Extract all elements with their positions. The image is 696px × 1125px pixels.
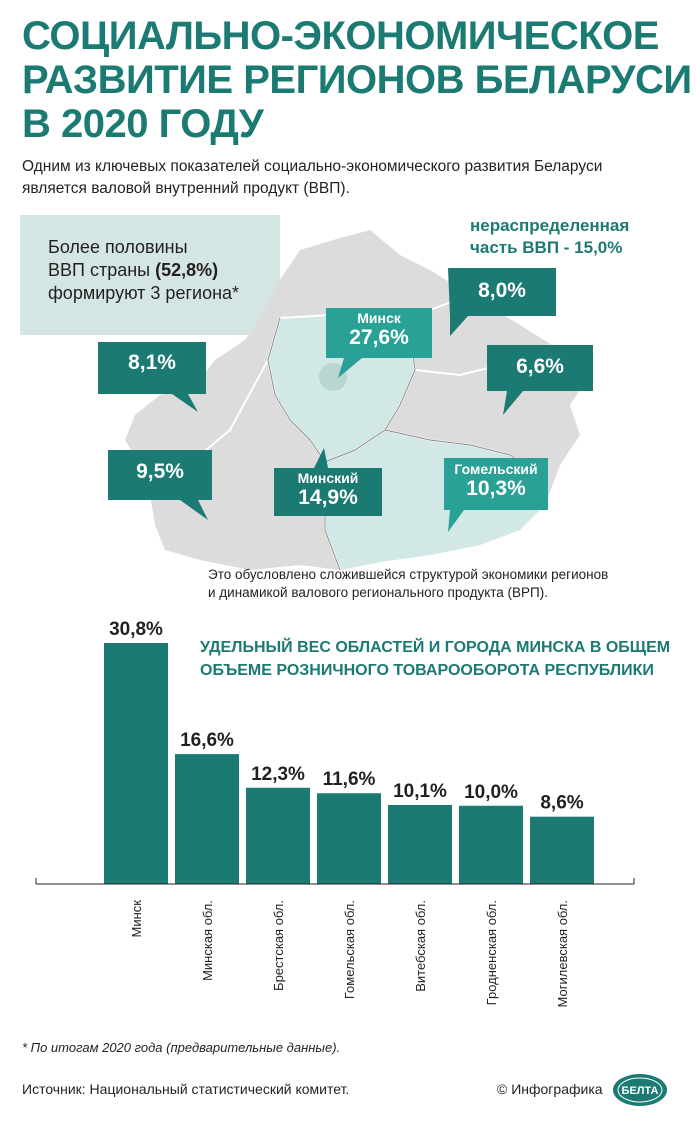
callout-grodno: 8,1% xyxy=(98,351,206,375)
bar-value-label: 10,1% xyxy=(393,781,447,802)
map-border-line xyxy=(324,329,416,463)
intro-text: Одним из ключевых показателей социально-… xyxy=(22,156,682,200)
title-line-3: В 2020 ГОДУ xyxy=(22,102,264,146)
bar-1 xyxy=(104,643,168,884)
callout-minsk-region-bubble xyxy=(274,448,382,516)
callout-minsk-region-value: 14,9% xyxy=(298,486,358,509)
callout-vitebsk-value: 8,0% xyxy=(478,279,526,302)
callout-vitebsk: 8,0% xyxy=(448,279,556,303)
callout-mogilev-bubble xyxy=(487,345,593,415)
callout-gomel-bubble xyxy=(444,458,548,532)
chart-title: УДЕЛЬНЫЙ ВЕС ОБЛАСТЕЙ И ГОРОДА МИНСКА В … xyxy=(200,636,680,682)
info-line-2: ВВП страны (52,8%) xyxy=(48,259,239,282)
callout-brest-value: 9,5% xyxy=(136,460,184,483)
callout-brest-bubble xyxy=(108,450,212,520)
category-label: Минск xyxy=(129,900,144,938)
category-label: Гомельская обл. xyxy=(342,900,357,999)
map-border-line xyxy=(267,317,326,463)
bar-6 xyxy=(459,805,523,884)
note-line-2: и динамикой валового регионального проду… xyxy=(208,585,549,600)
footnote: * По итогам 2020 года (предварительные д… xyxy=(22,1040,341,1055)
callout-grodno-value: 8,1% xyxy=(128,351,176,374)
minsk-city-marker xyxy=(319,363,347,391)
bar-5 xyxy=(388,804,452,884)
info-line-2-pre: ВВП страны xyxy=(48,260,156,280)
bar-value-label: 10,0% xyxy=(464,782,518,803)
callout-mogilev: 6,6% xyxy=(487,355,593,379)
category-label: Гродненская обл. xyxy=(484,900,499,1005)
title-line-1: СОЦИАЛЬНО-ЭКОНОМИЧЕСКОЕ xyxy=(22,14,659,58)
info-box xyxy=(20,215,280,335)
info-line-3: формируют 3 региона* xyxy=(48,283,240,303)
info-box-text: Более половины ВВП страны (52,8%) формир… xyxy=(48,236,239,305)
category-label: Витебская обл. xyxy=(413,900,428,992)
chart-title-line-2: ОБЪЕМЕ РОЗНИЧНОГО ТОВАРООБОРОТА РЕСПУБЛИ… xyxy=(200,662,654,679)
category-label: Могилевская обл. xyxy=(555,900,570,1007)
credit-text: © Инфографика xyxy=(497,1081,603,1097)
callout-gomel-value: 10,3% xyxy=(466,477,526,500)
bar-value-label: 16,6% xyxy=(180,730,234,751)
bar-value-label: 12,3% xyxy=(251,764,305,785)
bar-2 xyxy=(175,754,239,884)
callout-minsk-city-bubble xyxy=(326,308,432,378)
title-line-2: РАЗВИТИЕ РЕГИОНОВ БЕЛАРУСИ xyxy=(22,58,692,102)
undistributed-line-2: часть ВВП - 15,0% xyxy=(470,238,623,257)
callout-minsk-city-value: 27,6% xyxy=(349,326,409,349)
callout-minsk-region-label: Минский xyxy=(297,470,359,486)
category-label: Минская обл. xyxy=(200,900,215,981)
belarus-map xyxy=(98,230,593,571)
callout-brest: 9,5% xyxy=(108,460,212,484)
belta-logo: БЕЛТА xyxy=(613,1074,667,1106)
callout-grodno-bubble xyxy=(98,342,206,412)
bar-value-label: 8,6% xyxy=(540,793,583,814)
callout-mogilev-value: 6,6% xyxy=(516,355,564,378)
category-label: Брестская обл. xyxy=(271,900,286,991)
page-title: СОЦИАЛЬНО-ЭКОНОМИЧЕСКОЕ РАЗВИТИЕ РЕГИОНО… xyxy=(22,14,692,146)
callout-minsk-region: Минский 14,9% xyxy=(274,470,382,510)
bar-7 xyxy=(530,816,594,884)
callout-minsk-city: Минск 27,6% xyxy=(326,310,432,350)
callout-gomel-label: Гомельский xyxy=(454,461,538,477)
info-percent: (52,8%) xyxy=(155,260,219,280)
logo-text: БЕЛТА xyxy=(622,1085,659,1097)
bar-3 xyxy=(246,787,310,884)
map-note: Это обусловлено сложившейся структурой э… xyxy=(208,566,688,602)
bar-value-label: 11,6% xyxy=(323,769,376,790)
info-line-1: Более половины xyxy=(48,237,188,257)
bar-4 xyxy=(317,793,381,884)
intro-line-1: Одним из ключевых показателей социально-… xyxy=(22,158,603,175)
callout-gomel: Гомельский 10,3% xyxy=(444,461,548,501)
chart-title-line-1: УДЕЛЬНЫЙ ВЕС ОБЛАСТЕЙ И ГОРОДА МИНСКА В … xyxy=(200,639,671,656)
intro-line-2: является валовой внутренний продукт (ВВП… xyxy=(22,180,350,197)
retail-share-bar-chart: 30,8% 16,6% 12,3% 11,6% 10,1% 10,0% 8,6% Минск… xyxy=(35,619,635,1007)
source-text: Источник: Национальный статистический ко… xyxy=(22,1081,350,1097)
callout-vitebsk-bubble xyxy=(448,268,556,336)
undistributed-gdp-label: нераспределенная часть ВВП - 15,0% xyxy=(470,215,660,259)
bar-value-label: 30,8% xyxy=(109,619,163,640)
callout-minsk-city-label: Минск xyxy=(357,310,401,326)
undistributed-line-1: нераспределенная xyxy=(470,216,630,235)
note-line-1: Это обусловлено сложившейся структурой э… xyxy=(208,567,609,582)
